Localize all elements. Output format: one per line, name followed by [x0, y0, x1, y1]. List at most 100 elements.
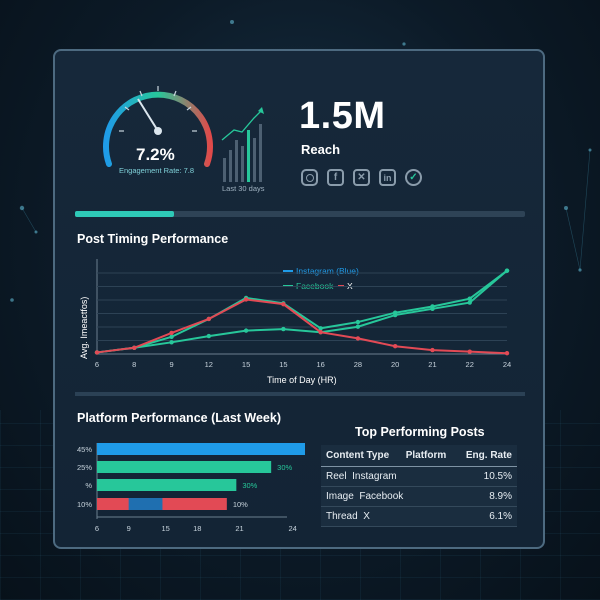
bar	[97, 479, 237, 491]
bar	[97, 461, 272, 473]
instagram-icon[interactable]	[301, 169, 318, 186]
bar-category-label: 10%	[77, 500, 92, 509]
x-tick-label: 6	[95, 360, 99, 369]
data-point	[206, 316, 212, 322]
timing-chart-title: Post Timing Performance	[77, 232, 229, 246]
data-point	[392, 312, 398, 318]
data-point	[392, 344, 398, 349]
data-point	[169, 340, 174, 345]
y-axis-title: Avg. Imeactfos)	[79, 297, 89, 359]
x-tick-label: 24	[503, 360, 511, 369]
post-platform: Facebook	[359, 491, 404, 502]
post-eng-rate: 6.1%	[455, 506, 517, 527]
series-line	[96, 269, 508, 354]
post-type-platform: Reel Instagram	[321, 466, 456, 487]
post-platform: Instagram	[352, 471, 397, 482]
engagement-rate-caption: Engagement Rate: 7.8	[119, 166, 195, 175]
bar-value-label: 30%	[242, 481, 257, 490]
legend-label: Instagram (Blue)	[296, 266, 359, 276]
posts-table-title: Top Performing Posts	[355, 425, 485, 439]
x-tick-label: 20	[391, 360, 399, 369]
bar-segment	[128, 498, 163, 510]
linkedin-icon[interactable]: in	[379, 169, 396, 186]
post-content-type: Image	[326, 491, 354, 502]
social-icons: f ✕ in ✓	[301, 169, 422, 186]
posts-table: Content Type Platform Eng. Rate Reel Ins…	[321, 445, 517, 527]
check-icon[interactable]: ✓	[405, 169, 422, 186]
post-content-type: Thread	[326, 511, 358, 522]
data-point	[206, 333, 212, 339]
bar-x-tick-label: 15	[161, 524, 169, 533]
bar-x-tick-label: 21	[235, 524, 243, 533]
table-row[interactable]: Thread X 6.1%	[321, 506, 517, 527]
bar-category-label: 45%	[77, 445, 92, 454]
bar-value-label: 30%	[277, 463, 292, 472]
facebook-icon[interactable]: f	[327, 169, 344, 186]
post-type-platform: Image Facebook	[321, 486, 456, 507]
bar-value-label: 10%	[233, 500, 248, 509]
reach-label: Reach	[301, 142, 341, 157]
x-tick-label: 15	[279, 360, 287, 369]
bar-x-tick-label: 24	[289, 524, 297, 533]
bar-category-label: 25%	[77, 463, 92, 472]
data-point	[318, 326, 323, 331]
data-point	[132, 345, 137, 350]
header-content-type[interactable]: Content Type	[321, 445, 401, 467]
data-point	[467, 349, 472, 354]
post-type-platform: Thread X	[321, 506, 456, 527]
x-tick-label: 16	[316, 360, 324, 369]
x-tick-label: 8	[132, 360, 136, 369]
dashboard-panel: 7.2% Engagement Rate: 7.8 Last 30 days 1…	[53, 49, 545, 549]
header-eng-rate[interactable]: Eng. Rate	[455, 445, 517, 467]
data-point	[355, 336, 361, 341]
posts-table-container: Content Type Platform Eng. Rate Reel Ins…	[321, 445, 517, 527]
bar-x-tick-label: 18	[193, 524, 201, 533]
data-point	[504, 268, 510, 273]
data-point	[467, 296, 472, 301]
data-point	[504, 351, 510, 356]
trend-caption: Last 30 days	[222, 184, 265, 193]
post-eng-rate: 8.9%	[455, 486, 517, 507]
table-row[interactable]: Image Facebook 8.9%	[321, 486, 517, 507]
trend-mini-chart	[221, 107, 264, 182]
x-icon[interactable]: ✕	[353, 169, 370, 186]
data-point	[355, 324, 361, 329]
series-line	[96, 298, 508, 355]
progress-bar-fill	[75, 211, 174, 217]
data-point	[430, 306, 435, 312]
bar-x-tick-label: 6	[95, 524, 99, 533]
post-platform: X	[363, 511, 370, 522]
posts-table-header: Content Type Platform Eng. Rate	[321, 445, 517, 467]
x-tick-label: 28	[354, 360, 362, 369]
data-point	[430, 347, 435, 353]
data-point	[243, 297, 249, 302]
header-platform[interactable]: Platform	[400, 445, 456, 467]
table-row[interactable]: Reel Instagram 10.5%	[321, 466, 517, 487]
x-tick-label: 15	[242, 360, 250, 369]
platform-chart-title: Platform Performance (Last Week)	[77, 411, 281, 425]
engagement-gauge	[103, 86, 213, 167]
x-tick-label: 21	[428, 360, 436, 369]
x-tick-label: 12	[205, 360, 213, 369]
bar-x-tick-label: 9	[127, 524, 131, 533]
bar	[97, 443, 305, 455]
data-point	[169, 330, 174, 336]
engagement-rate-value: 7.2%	[136, 145, 175, 164]
section-divider	[75, 392, 525, 396]
data-point	[467, 300, 472, 305]
x-tick-label: 22	[466, 360, 474, 369]
data-point	[94, 350, 100, 355]
data-point	[169, 334, 174, 340]
timing-line-chart: Avg. Imeactfos) Time of Day (HR) Instagr…	[79, 259, 511, 385]
bar-category-label: %	[85, 481, 92, 490]
post-content-type: Reel	[326, 471, 347, 482]
progress-bar	[75, 211, 525, 217]
series-line	[96, 269, 508, 354]
x-tick-label: 9	[169, 360, 173, 369]
post-eng-rate: 10.5%	[455, 466, 517, 487]
reach-value: 1.5M	[299, 95, 386, 137]
data-point	[355, 319, 361, 325]
data-point	[243, 328, 249, 333]
